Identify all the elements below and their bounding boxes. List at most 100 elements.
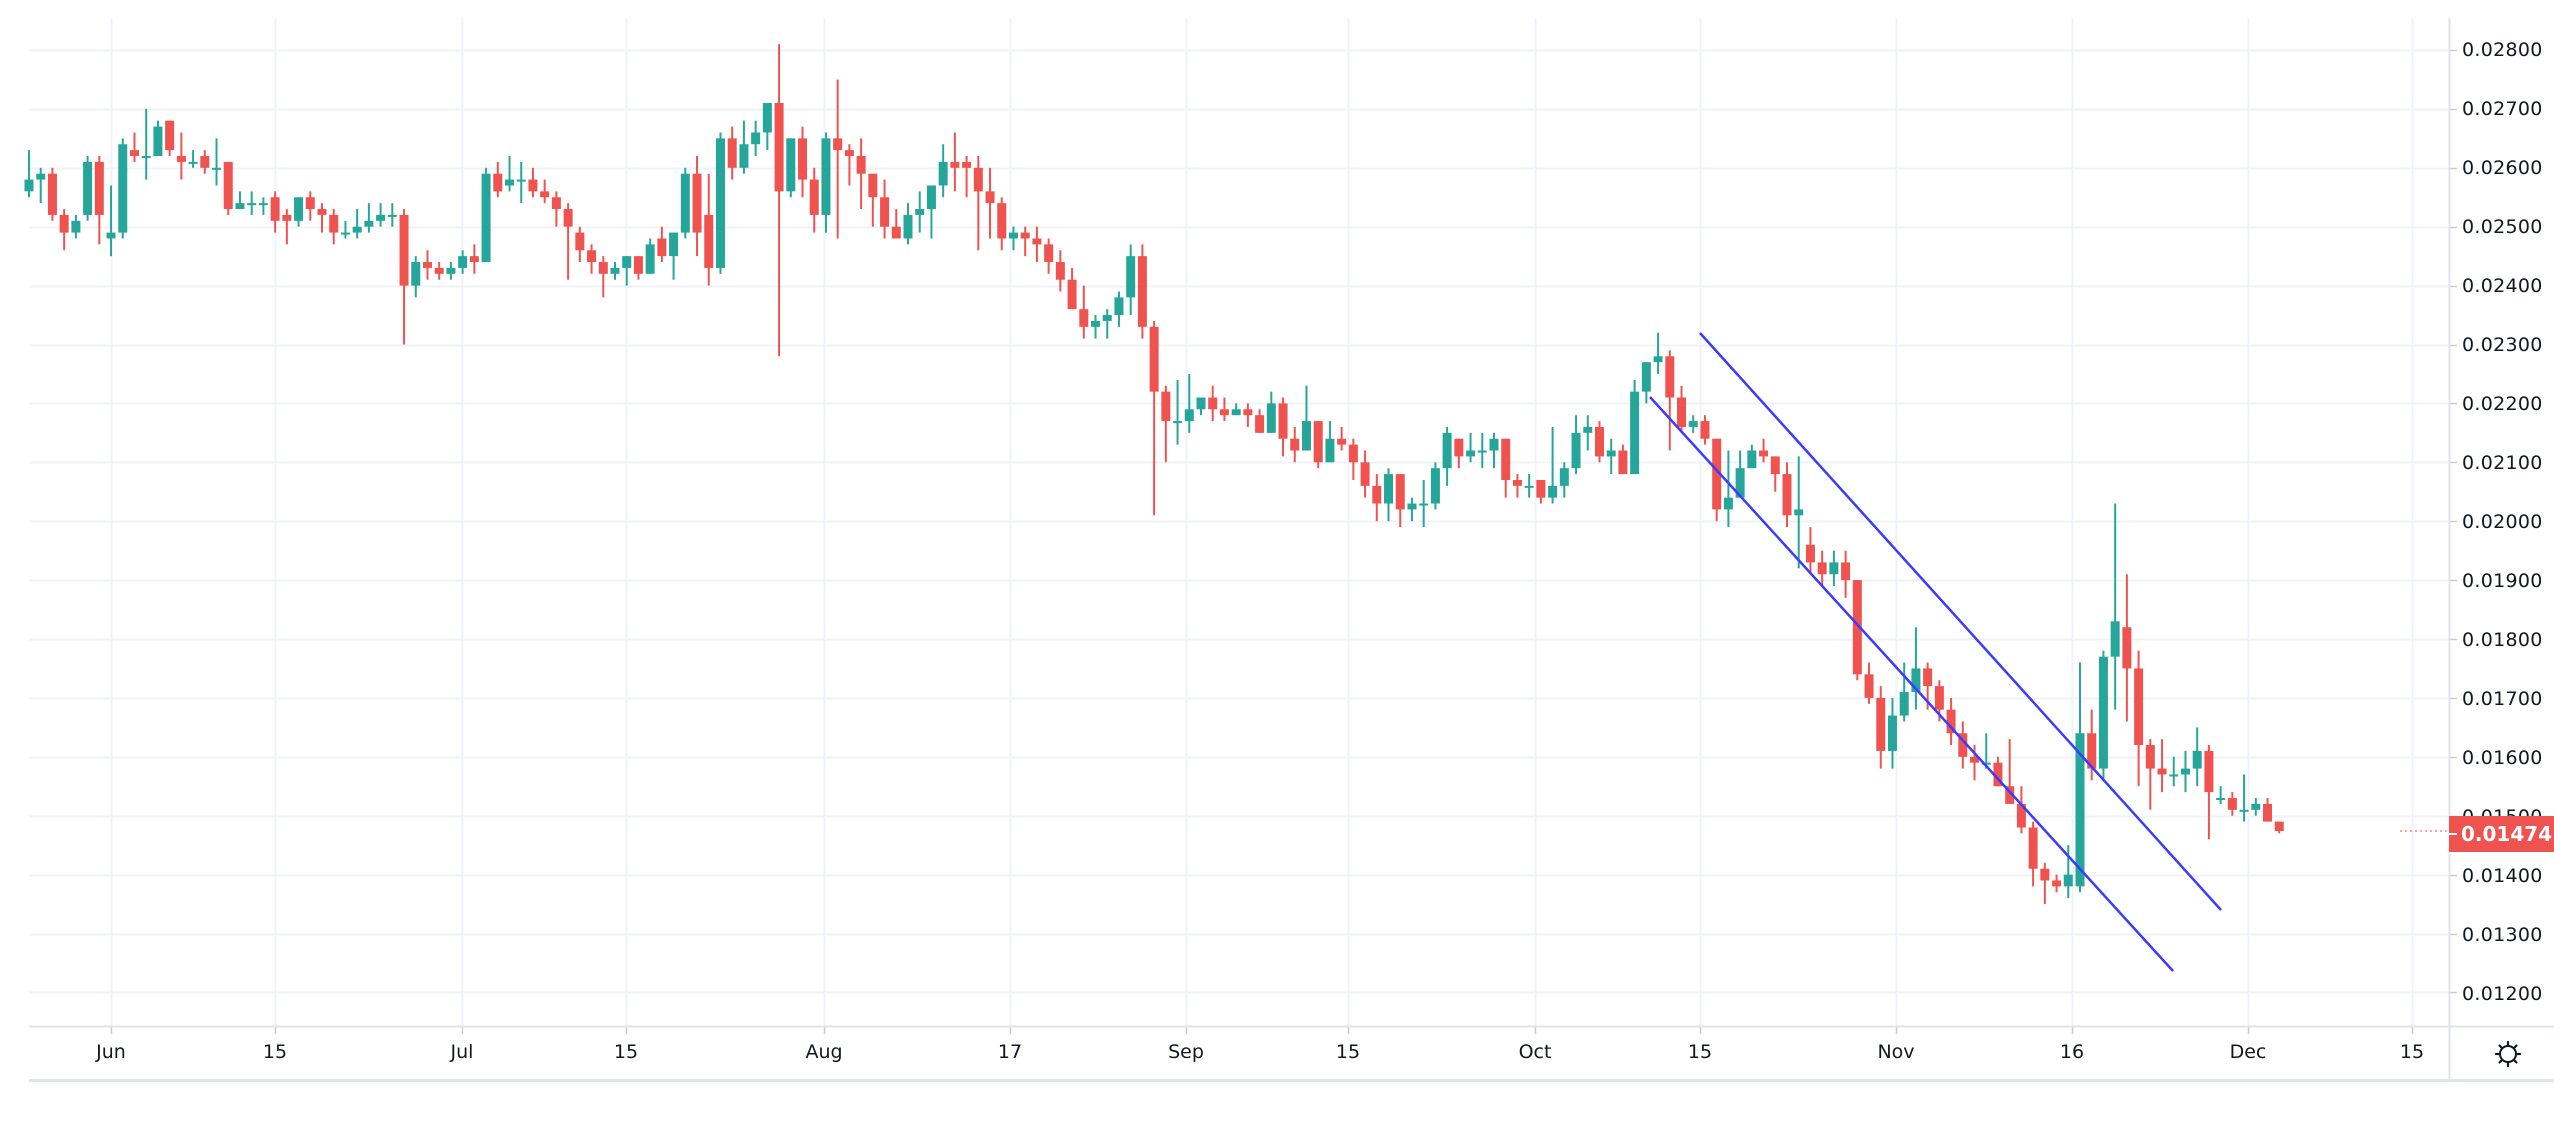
candle xyxy=(1008,226,1018,251)
candle xyxy=(985,167,995,239)
candle xyxy=(71,214,81,239)
candle xyxy=(1759,438,1769,463)
candle xyxy=(798,126,808,198)
candle xyxy=(376,203,386,227)
candle xyxy=(282,209,292,245)
time-tick: Nov xyxy=(1877,1041,1915,1063)
candle xyxy=(294,197,304,227)
candle xyxy=(1653,332,1663,374)
candle xyxy=(1630,379,1640,475)
candle xyxy=(1384,468,1394,522)
candle xyxy=(844,144,854,186)
candle xyxy=(2274,821,2284,834)
candle xyxy=(1219,397,1229,422)
time-tick: 15 xyxy=(1687,1041,1713,1063)
candle xyxy=(1970,745,1980,781)
candle xyxy=(950,132,960,192)
candle xyxy=(1559,462,1569,498)
candle xyxy=(1677,385,1687,433)
candle xyxy=(141,108,151,180)
candle xyxy=(1524,474,1534,498)
candle xyxy=(657,226,667,263)
time-tick: 15 xyxy=(2399,1041,2425,1063)
time-tick: Aug xyxy=(805,1041,843,1063)
candle xyxy=(1079,285,1089,339)
candle xyxy=(1020,226,1030,257)
candle xyxy=(1700,415,1710,445)
candle xyxy=(1055,250,1065,292)
candle xyxy=(2204,745,2214,840)
candle xyxy=(739,120,749,174)
candle xyxy=(856,138,866,210)
candle xyxy=(422,250,432,280)
candle xyxy=(926,185,936,239)
candle xyxy=(973,156,983,251)
candle xyxy=(2122,574,2132,722)
candle xyxy=(1571,415,1581,475)
candle xyxy=(258,197,268,215)
candle xyxy=(188,150,198,168)
candle xyxy=(1290,426,1300,463)
candle xyxy=(505,156,515,192)
candle xyxy=(1102,309,1112,339)
candle xyxy=(1278,397,1288,457)
candle xyxy=(1981,733,1991,769)
price-tick: 0.02700 xyxy=(2462,98,2543,120)
candle xyxy=(1301,385,1311,451)
candle xyxy=(1841,550,1851,598)
candle xyxy=(364,203,374,233)
candle xyxy=(329,209,339,245)
candle xyxy=(1852,580,1862,681)
candle xyxy=(880,179,890,239)
price-tick: 0.02300 xyxy=(2462,334,2543,356)
candle xyxy=(2040,862,2050,905)
candle xyxy=(1407,497,1417,522)
channel-lower-trendline[interactable] xyxy=(1649,396,2174,972)
candle xyxy=(1817,550,1827,586)
candle xyxy=(2192,727,2202,787)
candle xyxy=(1266,391,1276,433)
candle xyxy=(1583,415,1593,451)
candle xyxy=(317,203,327,233)
candle xyxy=(2110,503,2120,710)
candle xyxy=(891,209,901,239)
price-tick: 0.02400 xyxy=(2462,275,2543,297)
candle xyxy=(235,191,245,210)
candle xyxy=(868,173,878,227)
candle xyxy=(1876,686,1886,769)
time-tick: 15 xyxy=(262,1041,288,1063)
candle xyxy=(598,256,608,298)
time-tick: Jul xyxy=(450,1041,474,1063)
candle xyxy=(2052,874,2062,893)
candle xyxy=(2180,750,2190,793)
candle xyxy=(1501,438,1511,498)
candle xyxy=(434,262,444,280)
candle xyxy=(1044,238,1054,274)
candle xyxy=(2145,739,2155,810)
candle xyxy=(821,132,831,233)
trendlines[interactable] xyxy=(1649,332,2449,972)
candle xyxy=(1137,244,1147,339)
candle xyxy=(305,191,315,221)
candle xyxy=(1325,421,1335,463)
candle xyxy=(1688,415,1698,433)
candle xyxy=(481,167,491,263)
candle xyxy=(1454,438,1464,469)
candle xyxy=(165,120,175,157)
candle xyxy=(212,138,222,186)
price-tick: 0.01400 xyxy=(2462,865,2543,887)
candle xyxy=(540,179,550,204)
candle xyxy=(2075,662,2085,893)
channel-upper-trendline[interactable] xyxy=(1699,332,2222,911)
time-tick: Oct xyxy=(1518,1041,1552,1063)
candle xyxy=(1067,267,1077,310)
price-tick: 0.02800 xyxy=(2462,39,2543,61)
candle xyxy=(1161,385,1171,463)
candle xyxy=(2216,786,2226,804)
price-tick: 0.02600 xyxy=(2462,157,2543,179)
chart-settings-button[interactable] xyxy=(2490,1036,2526,1072)
price-tick: 0.02100 xyxy=(2462,452,2543,474)
time-tick: 15 xyxy=(1335,1041,1361,1063)
